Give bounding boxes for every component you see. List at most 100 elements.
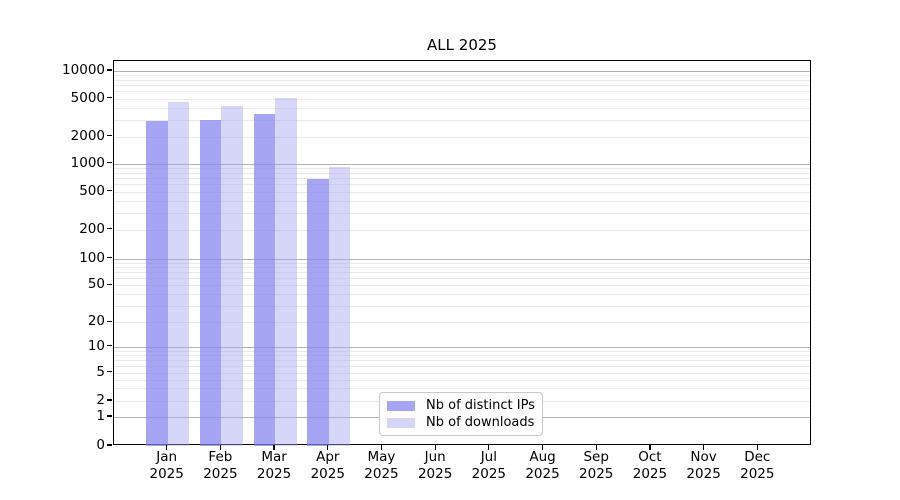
x-tick-label-nov: Nov 2025 <box>672 449 736 483</box>
gridline-minor <box>114 184 810 186</box>
gridline-minor <box>114 79 810 81</box>
gridline-minor <box>114 119 810 121</box>
gridline-minor <box>114 212 810 214</box>
x-tick-label-oct: Oct 2025 <box>618 449 682 483</box>
gridline-minor <box>114 360 810 362</box>
legend-label-distinct-ips: Nb of distinct IPs <box>426 398 535 413</box>
y-tick-label: 0 <box>96 437 105 453</box>
legend-label-downloads: Nb of downloads <box>426 415 535 430</box>
x-tick-mark <box>595 445 597 450</box>
y-tick-mark <box>107 134 112 137</box>
y-tick-mark <box>107 371 112 373</box>
gridline-minor <box>114 305 810 307</box>
gridline-minor <box>114 200 810 202</box>
gridline-minor <box>114 178 810 180</box>
x-tick-label-apr: Apr 2025 <box>296 449 360 483</box>
legend-entry-distinct-ips: Nb of distinct IPs <box>387 397 535 414</box>
gridline-minor <box>114 107 810 109</box>
bar-feb-downloads <box>221 105 243 446</box>
gridline-minor <box>114 278 810 280</box>
y-tick-label: 100 <box>79 249 105 266</box>
gridline-minor <box>114 167 810 169</box>
y-tick-mark <box>107 415 112 417</box>
x-tick-mark <box>273 445 275 450</box>
y-tick-label: 2000 <box>70 127 105 144</box>
bar-jan-distinct-ips <box>146 121 168 446</box>
legend-swatch-downloads <box>387 417 415 428</box>
gridline-minor <box>114 75 810 77</box>
y-tick-mark <box>107 283 112 285</box>
y-tick-mark <box>107 162 112 164</box>
y-tick-mark <box>107 444 112 446</box>
chart-title: ALL 2025 <box>427 36 497 54</box>
gridline-minor <box>114 285 810 287</box>
x-tick-label-mar: Mar 2025 <box>242 449 306 483</box>
x-tick-label-feb: Feb 2025 <box>188 449 252 483</box>
gridline-minor <box>114 355 810 357</box>
y-tick-mark <box>107 69 112 71</box>
x-tick-year: 2025 <box>471 466 507 482</box>
y-tick-label: 5 <box>96 363 105 380</box>
x-tick-year: 2025 <box>740 466 775 482</box>
x-tick-year: 2025 <box>310 466 345 482</box>
y-tick-label: 10 <box>87 337 105 354</box>
gridline-major <box>114 71 810 72</box>
gridline-minor <box>114 322 810 324</box>
x-tick-year: 2025 <box>203 466 238 482</box>
gridline-minor <box>114 272 810 274</box>
x-tick-mark <box>219 445 221 450</box>
x-tick-year: 2025 <box>525 466 560 482</box>
x-tick-year: 2025 <box>686 466 721 482</box>
y-tick-mark <box>107 399 112 401</box>
x-tick-year: 2025 <box>256 466 292 482</box>
y-tick-mark <box>107 97 112 99</box>
gridline-minor <box>114 85 810 87</box>
x-tick-label-jan: Jan 2025 <box>135 449 199 483</box>
legend-swatch-distinct-ips <box>387 400 415 411</box>
y-tick-label: 2 <box>96 392 105 408</box>
bar-mar-downloads <box>275 97 297 446</box>
x-tick-label-may: May 2025 <box>349 449 413 483</box>
gridline-minor <box>114 379 810 381</box>
gridline-minor <box>114 388 810 390</box>
gridline-minor <box>114 294 810 296</box>
y-tick-label: 1 <box>96 408 105 424</box>
y-tick-label: 20 <box>87 313 105 330</box>
x-tick-year: 2025 <box>364 466 399 482</box>
gridline-minor <box>114 267 810 269</box>
y-tick-mark <box>107 345 112 347</box>
legend-entry-downloads: Nb of downloads <box>387 414 534 431</box>
plot-area <box>113 60 811 446</box>
gridline-minor <box>114 172 810 174</box>
x-tick-year: 2025 <box>149 466 184 482</box>
gridline-minor <box>114 91 810 93</box>
gridline-minor <box>114 191 810 193</box>
x-tick-year: 2025 <box>632 466 668 482</box>
y-tick-mark <box>107 228 112 230</box>
x-tick-label-dec: Dec 2025 <box>725 449 789 483</box>
bar-jan-downloads <box>167 101 190 446</box>
y-tick-label: 50 <box>87 276 105 293</box>
x-tick-label-jun: Jun 2025 <box>403 449 467 483</box>
x-tick-year: 2025 <box>417 466 453 482</box>
x-tick-label-sep: Sep 2025 <box>564 449 628 483</box>
x-tick-year: 2025 <box>579 466 614 482</box>
y-tick-mark <box>107 320 112 322</box>
y-tick-label: 1000 <box>70 154 105 171</box>
x-tick-mark <box>166 445 168 450</box>
y-tick-mark <box>107 257 112 259</box>
gridline-major <box>114 163 810 165</box>
gridline-minor <box>114 98 810 100</box>
gridline-minor <box>114 262 810 264</box>
y-tick-label: 200 <box>79 220 105 237</box>
gridline-major <box>114 346 810 348</box>
gridline-minor <box>114 229 810 231</box>
y-tick-mark <box>107 190 112 192</box>
gridline-minor <box>114 350 810 352</box>
gridline-minor <box>114 365 810 367</box>
bar-apr-downloads <box>328 167 351 446</box>
bar-mar-distinct-ips <box>253 114 276 446</box>
gridline-minor <box>114 136 810 138</box>
gridline-major <box>114 258 810 260</box>
x-tick-mark <box>434 445 436 450</box>
